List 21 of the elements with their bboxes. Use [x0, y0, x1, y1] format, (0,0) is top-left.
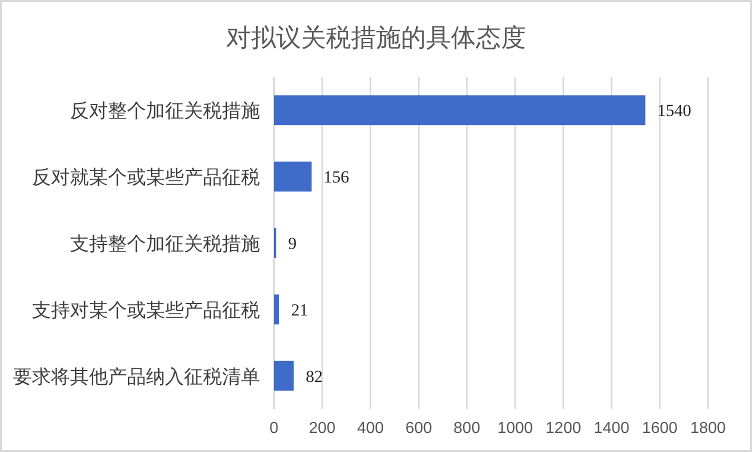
category-label: 支持整个加征关税措施 — [70, 234, 260, 255]
data-label: 21 — [291, 300, 308, 320]
xtick-label: 400 — [357, 420, 384, 437]
data-label: 156 — [324, 168, 350, 187]
data-label: 9 — [288, 234, 297, 253]
xtick-label: 1600 — [642, 420, 678, 437]
xtick-label: 1000 — [497, 420, 533, 437]
data-label: 82 — [306, 366, 323, 386]
category-label: 反对就某个或某些产品征税 — [32, 168, 260, 189]
xtick-label: 1200 — [546, 420, 582, 437]
data-label: 1540 — [657, 101, 692, 120]
category-label: 反对整个加征关税措施 — [70, 101, 260, 122]
xtick-label: 1800 — [690, 420, 726, 437]
xtick-label: 1400 — [594, 420, 630, 437]
xtick-label: 600 — [405, 420, 432, 437]
xtick-label: 0 — [270, 420, 278, 437]
category-label: 支持对某个或某些产品征税 — [32, 300, 260, 322]
title: 对拟议关税措施的具体态度 — [226, 25, 526, 52]
category-label: 要求将其他产品纳入征税清单 — [13, 366, 260, 388]
xtick-label: 200 — [308, 420, 336, 437]
xtick-label: 800 — [454, 420, 480, 437]
